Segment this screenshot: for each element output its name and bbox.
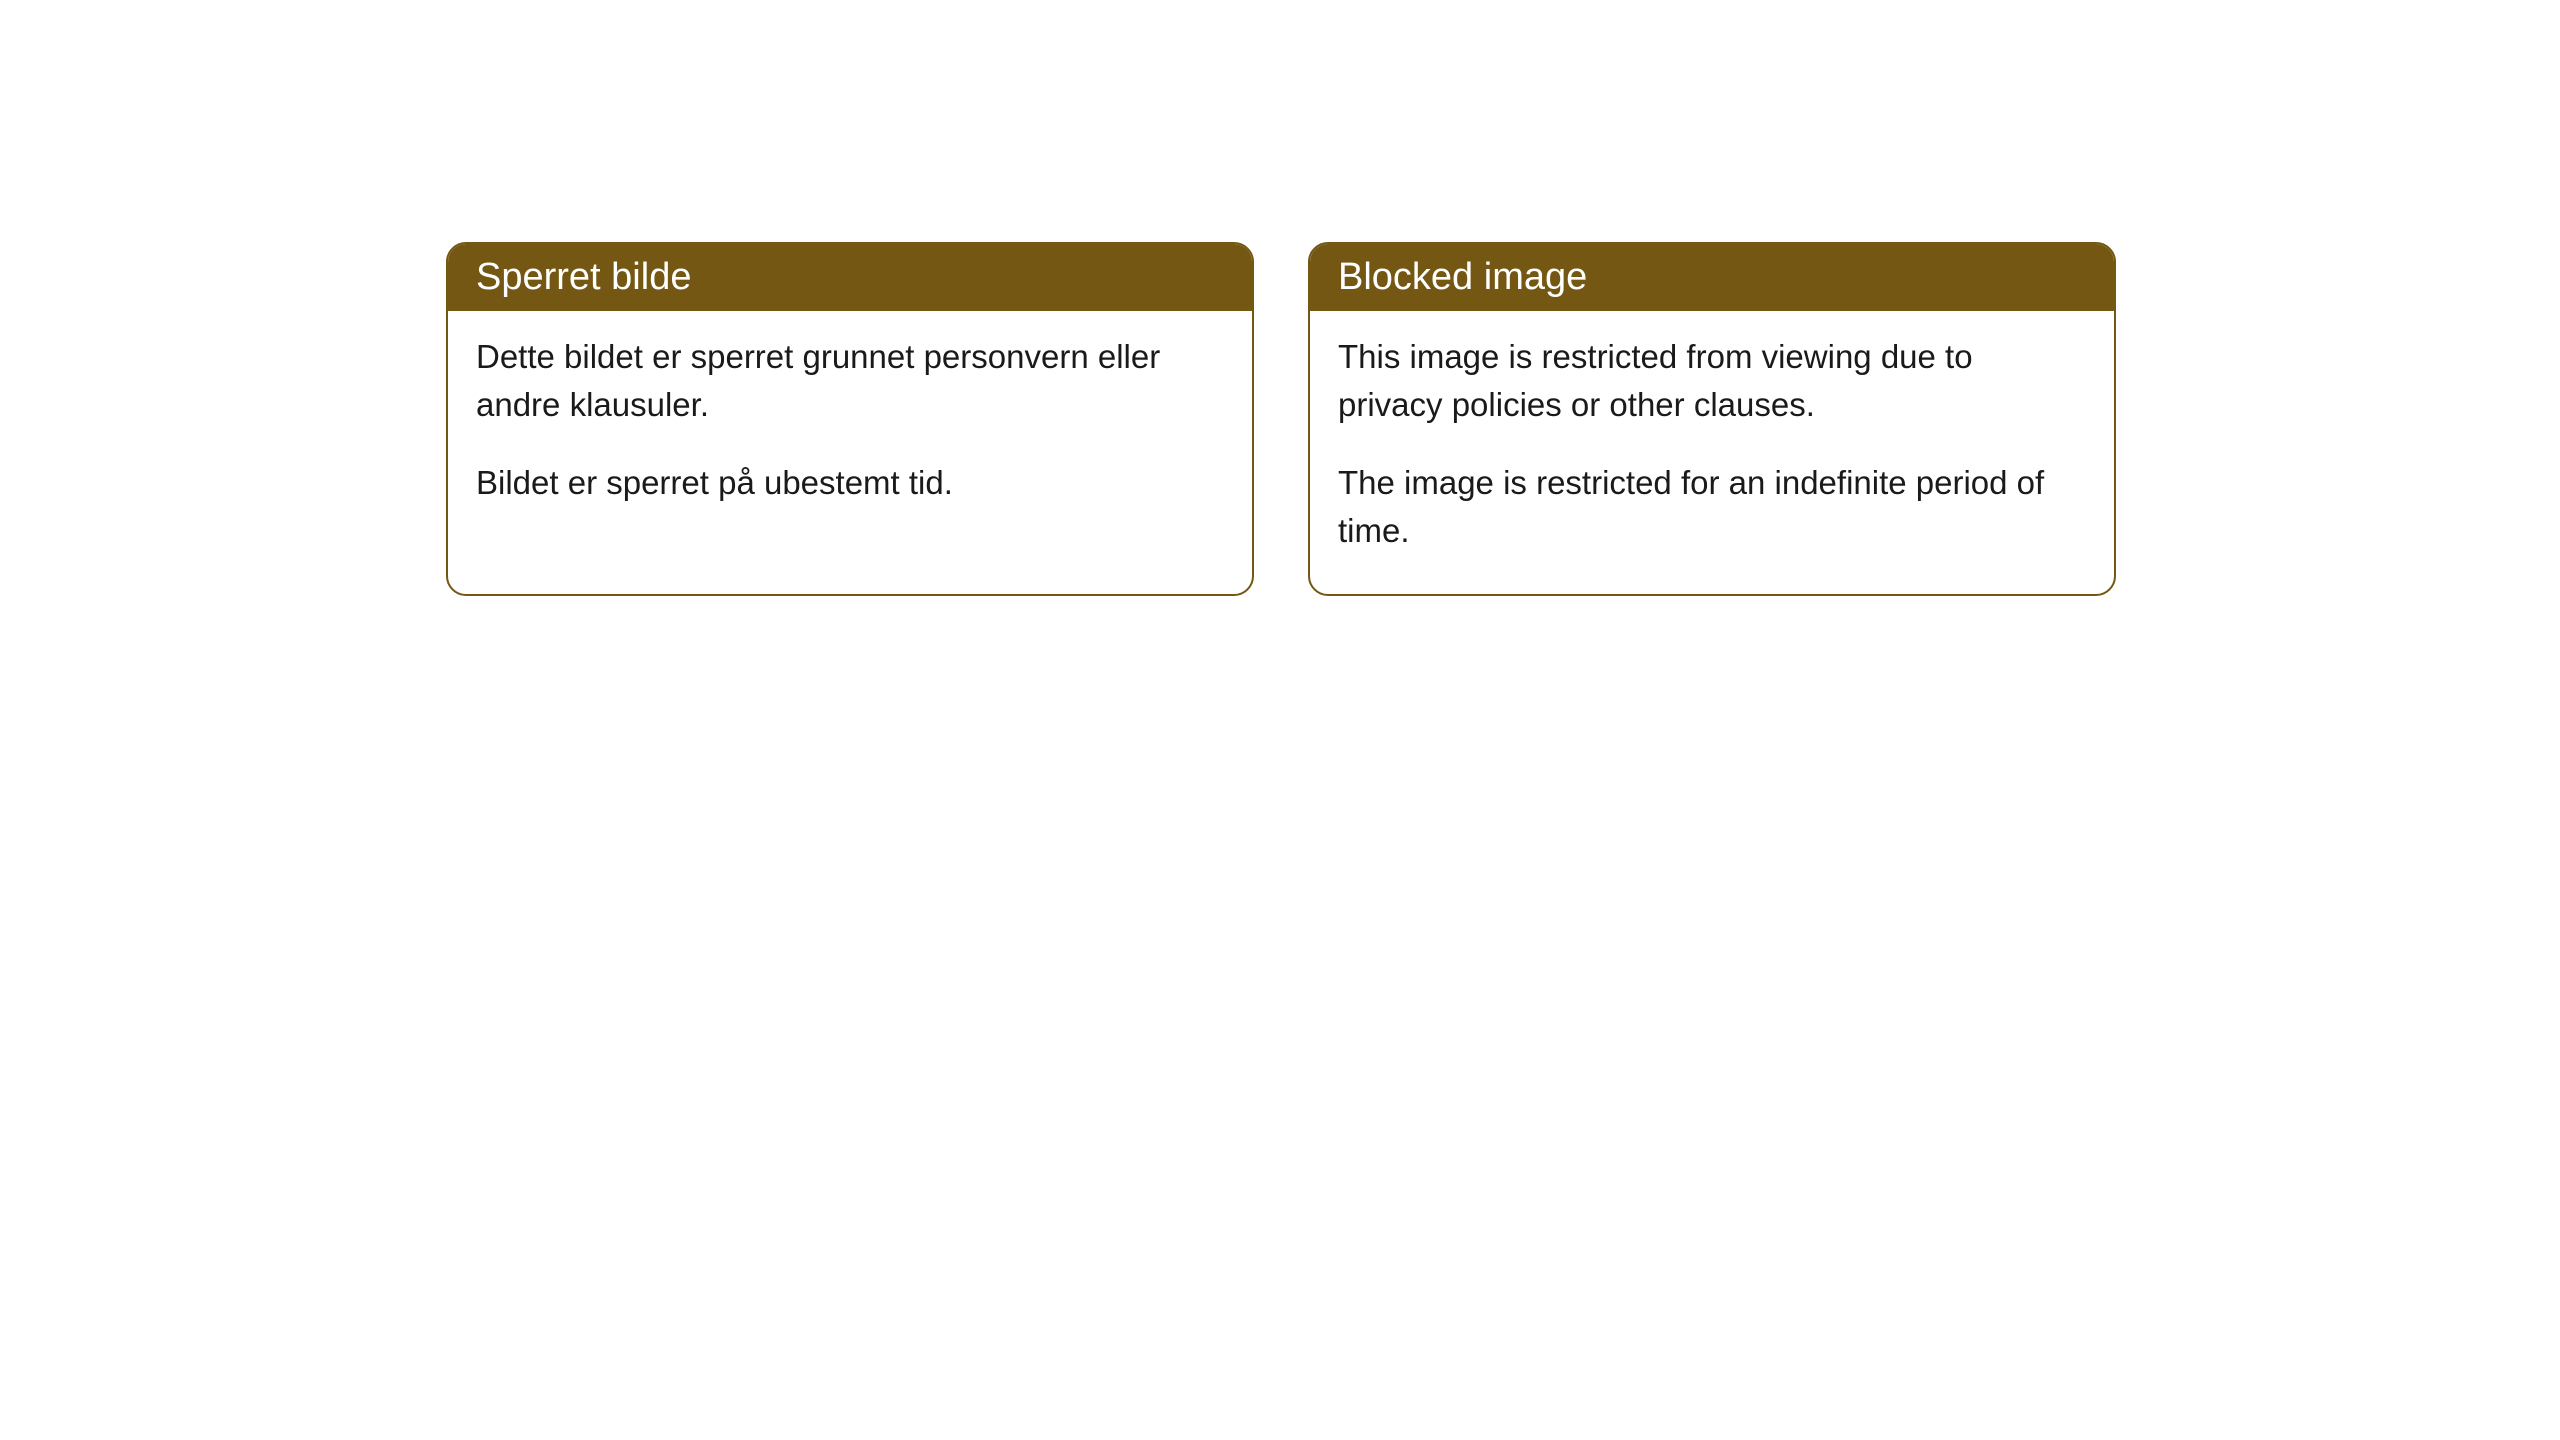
notice-card-body: This image is restricted from viewing du… bbox=[1310, 311, 2114, 594]
notice-paragraph: Dette bildet er sperret grunnet personve… bbox=[476, 333, 1224, 429]
notice-card-english: Blocked image This image is restricted f… bbox=[1308, 242, 2116, 596]
notice-paragraph: This image is restricted from viewing du… bbox=[1338, 333, 2086, 429]
notice-card-body: Dette bildet er sperret grunnet personve… bbox=[448, 311, 1252, 547]
notice-paragraph: Bildet er sperret på ubestemt tid. bbox=[476, 459, 1224, 507]
notice-card-header: Sperret bilde bbox=[448, 244, 1252, 311]
notice-cards-container: Sperret bilde Dette bildet er sperret gr… bbox=[0, 0, 2560, 596]
notice-card-header: Blocked image bbox=[1310, 244, 2114, 311]
notice-paragraph: The image is restricted for an indefinit… bbox=[1338, 459, 2086, 555]
notice-card-norwegian: Sperret bilde Dette bildet er sperret gr… bbox=[446, 242, 1254, 596]
